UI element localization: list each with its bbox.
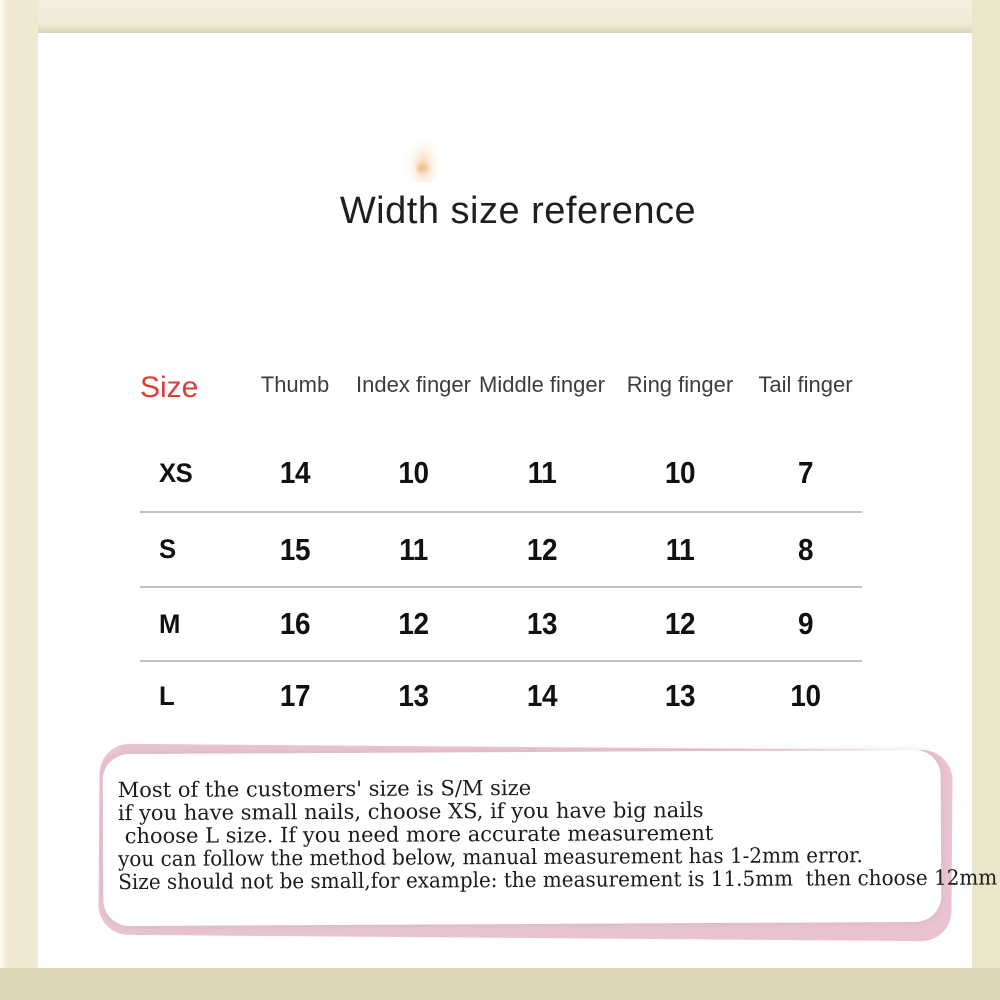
cell-value: 11 — [399, 531, 428, 567]
column-header-ring-finger: Ring finger — [626, 372, 734, 397]
cell-value: 13 — [526, 606, 558, 641]
cell-value: 10 — [398, 455, 429, 490]
cell-value: 12 — [398, 606, 429, 641]
cell-value: 12 — [526, 531, 558, 567]
row-size-label: L — [159, 680, 175, 711]
cell-value: 12 — [664, 606, 696, 641]
table-row-m: M 16 12 13 12 9 — [140, 586, 862, 660]
table-row-xs: XS 14 10 11 10 7 — [140, 435, 862, 511]
row-size-label: S — [159, 534, 176, 564]
cell-value: 17 — [279, 678, 311, 713]
cell-value: 10 — [664, 455, 696, 490]
table-row-l: L 17 13 14 13 10 — [140, 660, 862, 730]
column-header-size: Size — [140, 371, 199, 404]
cell-value: 9 — [797, 606, 814, 641]
smudge-artifact — [404, 124, 444, 182]
table-row-s: S 15 11 12 11 8 — [140, 511, 862, 586]
cell-value: 13 — [664, 678, 696, 713]
cell-value: 7 — [797, 455, 814, 490]
column-header-middle-finger: Middle finger — [479, 372, 605, 397]
cell-value: 11 — [527, 455, 557, 490]
cell-value: 11 — [665, 531, 695, 567]
cell-value: 8 — [797, 531, 814, 567]
column-header-index-finger: Index finger — [356, 372, 471, 397]
cell-value: 16 — [279, 606, 311, 641]
note-box: Most of the customers' size is S/M size … — [102, 749, 997, 927]
page-title: Width size reference — [339, 190, 697, 232]
cell-value: 14 — [526, 678, 558, 713]
size-table: Size Thumb Index finger Middle finger Ri… — [140, 352, 862, 730]
row-size-label: XS — [159, 457, 193, 488]
frame-band-left — [0, 0, 38, 1000]
frame-band-top — [0, 0, 1000, 33]
table-header-row: Size Thumb Index finger Middle finger Ri… — [140, 352, 862, 435]
cell-value: 14 — [279, 455, 311, 490]
frame-band-right — [972, 0, 1000, 1000]
frame-band-bottom — [0, 968, 1000, 1000]
note-text: Most of the customers' size is S/M size … — [118, 774, 1000, 894]
column-header-thumb: Thumb — [260, 372, 330, 397]
row-size-label: M — [159, 608, 180, 639]
cell-value: 15 — [279, 531, 311, 567]
note-text-line: Size should not be small,for example: th… — [118, 865, 998, 895]
column-header-tail-finger: Tail finger — [758, 372, 853, 397]
cell-value: 10 — [790, 678, 821, 713]
cell-value: 13 — [398, 678, 429, 713]
